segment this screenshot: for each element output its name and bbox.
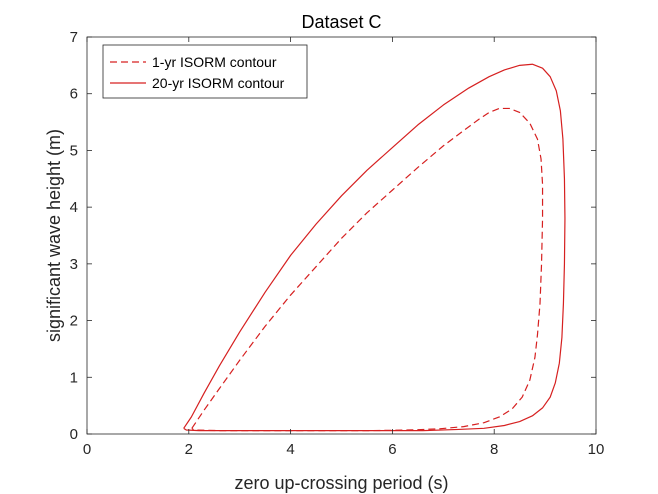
y-tick-label: 4 <box>70 199 78 216</box>
x-tick-label: 10 <box>588 441 605 458</box>
series-line-1yr <box>191 107 544 432</box>
y-tick-label: 1 <box>70 369 78 386</box>
legend-label-20yr: 20-yr ISORM contour <box>152 75 285 91</box>
y-tick-label: 3 <box>70 256 78 273</box>
y-tick-label: 0 <box>70 426 78 443</box>
plot-area-background <box>87 37 596 434</box>
axes-layer: 0 2 4 6 8 10 0 1 2 3 4 5 6 7 <box>70 29 605 458</box>
chart-title: Dataset C <box>301 12 381 32</box>
plot-frame <box>86 36 597 435</box>
x-tick-label: 2 <box>185 441 193 458</box>
legend-label-1yr: 1-yr ISORM contour <box>152 54 277 70</box>
legend-box <box>102 44 308 99</box>
y-tick-label: 2 <box>70 313 78 330</box>
y-tick-label: 7 <box>70 29 78 46</box>
y-tick-label: 6 <box>70 86 78 103</box>
x-tick-label: 4 <box>286 441 294 458</box>
x-tick-label: 0 <box>83 441 91 458</box>
x-tick-label: 6 <box>388 441 396 458</box>
series-line-20yr <box>183 63 566 432</box>
legend: 1-yr ISORM contour 20-yr ISORM contour <box>102 44 308 99</box>
x-tick-label: 8 <box>490 441 498 458</box>
y-axis-label: significant wave height (m) <box>44 129 64 342</box>
series-layer <box>183 63 566 432</box>
y-tick-label: 5 <box>70 142 78 159</box>
x-axis-label: zero up-crossing period (s) <box>234 473 448 493</box>
